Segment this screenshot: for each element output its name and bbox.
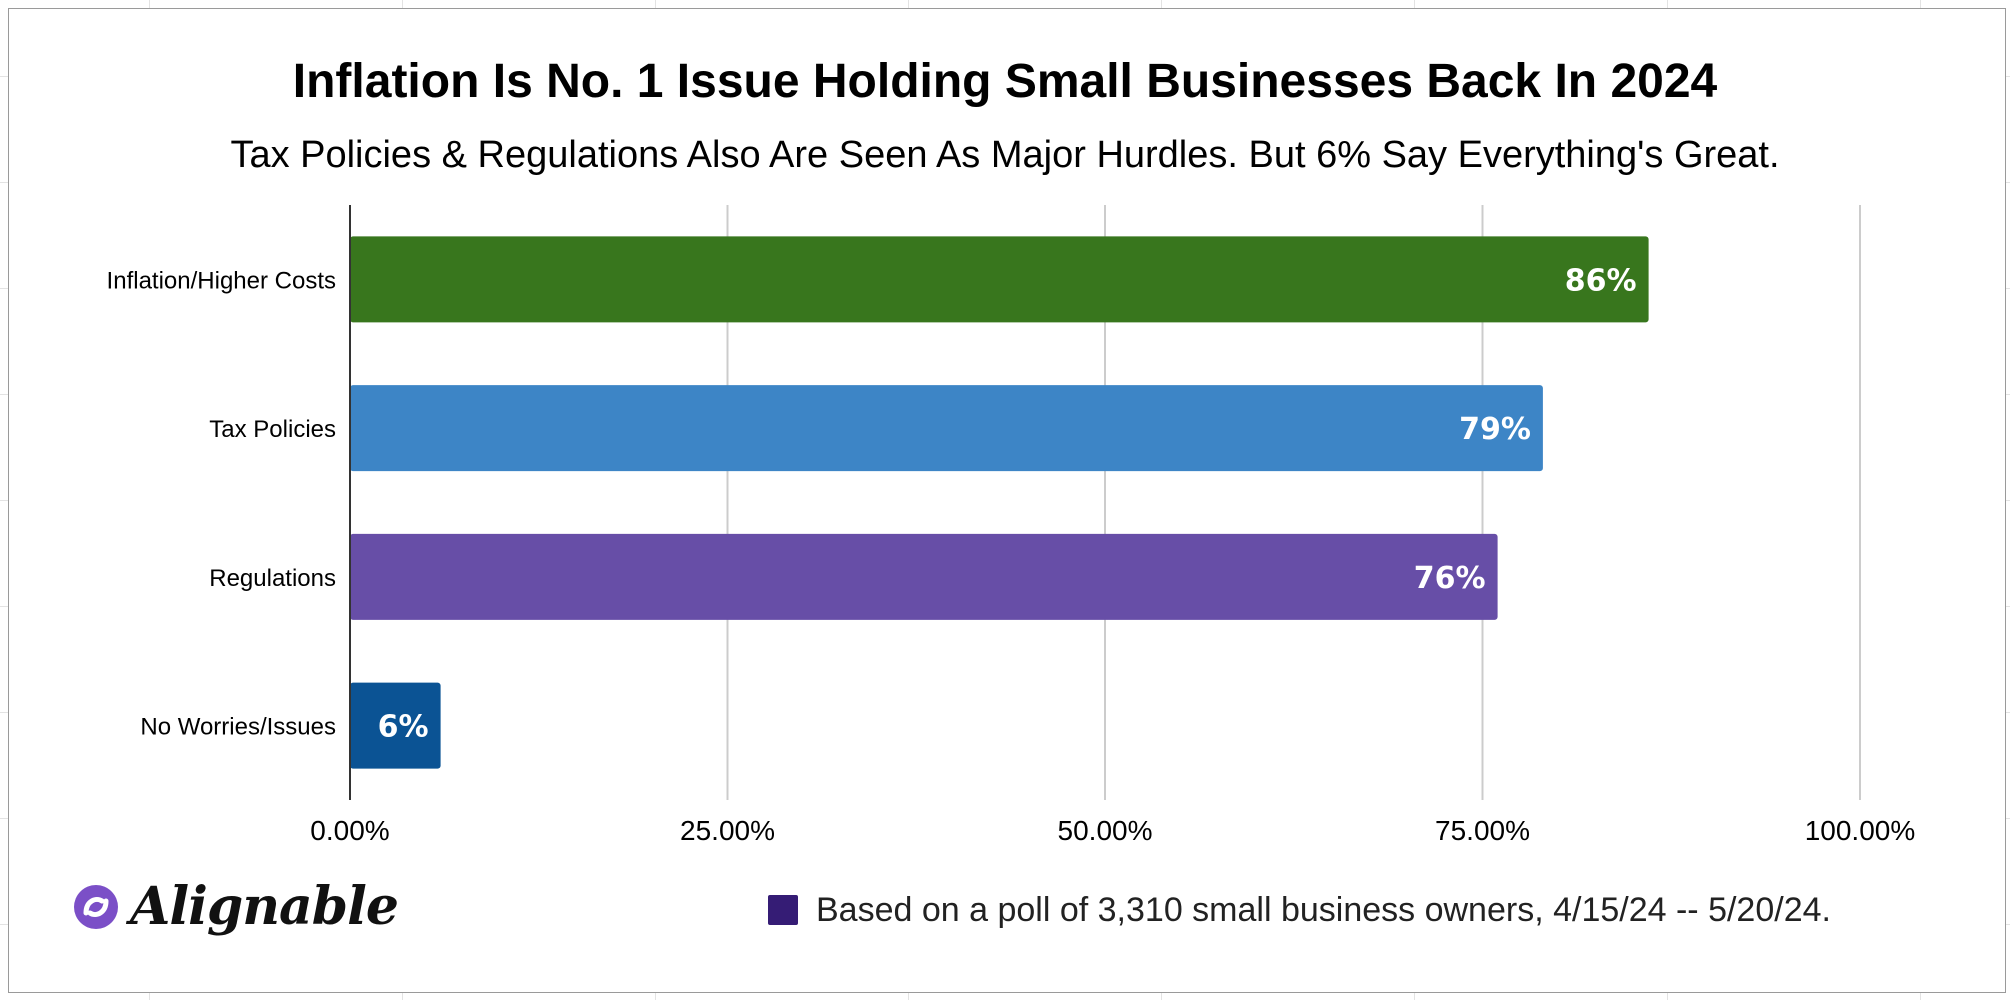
category-label: Regulations xyxy=(209,565,336,592)
category-label: Tax Policies xyxy=(209,416,336,443)
chart-frame xyxy=(8,8,2006,993)
chart-title: Inflation Is No. 1 Issue Holding Small B… xyxy=(292,55,1718,108)
alignable-logo: Alignable xyxy=(72,876,399,937)
x-tick-label: 75.00% xyxy=(1435,815,1530,846)
x-tick-label: 50.00% xyxy=(1058,815,1153,846)
legend-label: Based on a poll of 3,310 small business … xyxy=(816,891,1831,929)
x-tick-label: 25.00% xyxy=(680,815,775,846)
legend: Based on a poll of 3,310 small business … xyxy=(768,890,1831,930)
category-label: Inflation/Higher Costs xyxy=(107,267,336,294)
alignable-logo-text: Alignable xyxy=(130,876,399,937)
data-label: 79% xyxy=(1459,412,1531,447)
category-label: No Worries/Issues xyxy=(140,714,336,741)
x-tick-label: 100.00% xyxy=(1805,815,1916,846)
x-tick-label: 0.00% xyxy=(310,815,389,846)
data-label: 6% xyxy=(378,710,429,745)
bar xyxy=(350,533,1498,620)
chart-subtitle: Tax Policies & Regulations Also Are Seen… xyxy=(230,134,1780,176)
bar xyxy=(350,682,441,769)
data-label: 86% xyxy=(1565,263,1637,298)
legend-swatch xyxy=(768,895,798,925)
bar xyxy=(350,236,1649,323)
bar xyxy=(350,385,1543,472)
data-label: 76% xyxy=(1414,561,1486,596)
alignable-logo-icon xyxy=(74,885,118,929)
